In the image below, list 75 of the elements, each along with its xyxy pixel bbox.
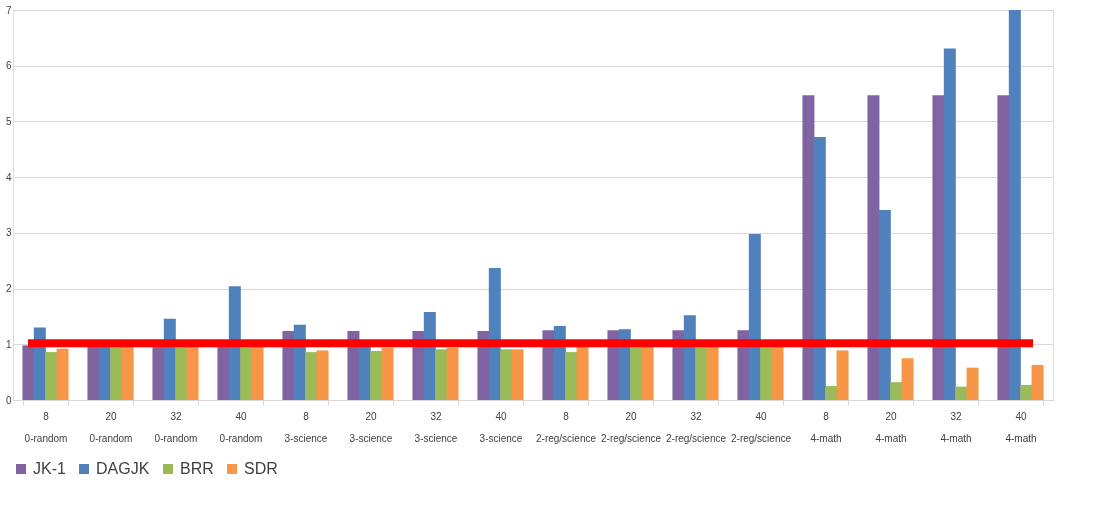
bar [217, 345, 230, 400]
bar [87, 345, 100, 400]
legend-label: BRR [180, 460, 214, 477]
bar [152, 345, 165, 400]
y-tick-label: 1 [5, 338, 12, 350]
bar [381, 347, 394, 400]
bar [56, 348, 69, 400]
bar [630, 345, 643, 400]
x-tick-label: 8 2-reg/science [535, 410, 597, 444]
y-tick-label: 5 [5, 115, 12, 127]
y-tick-label: 7 [5, 4, 12, 16]
bar [771, 345, 784, 400]
bar [901, 358, 914, 400]
bar [706, 345, 719, 400]
x-tick-label: 32 3-science [414, 410, 458, 444]
bar [1008, 10, 1021, 400]
bar [316, 350, 329, 400]
bar [121, 345, 134, 400]
bar [500, 349, 513, 400]
bar [488, 267, 501, 400]
x-tick-label: 20 0-random [89, 410, 133, 444]
bar [748, 233, 761, 400]
bar [576, 345, 589, 400]
bar [251, 345, 264, 400]
bar [511, 349, 524, 400]
x-tick-label: 20 4-math [875, 410, 907, 444]
y-tick-label: 3 [5, 227, 12, 239]
bar [446, 347, 459, 400]
y-tick-label: 0 [5, 394, 12, 406]
legend-label: DAGJK [96, 460, 150, 477]
bar [813, 137, 826, 400]
x-tick-label: 8 0-random [24, 410, 68, 444]
y-tick-label: 6 [5, 60, 12, 72]
x-tick-label: 40 0-random [219, 410, 263, 444]
bar [997, 95, 1010, 400]
bar [110, 345, 123, 400]
bar [358, 345, 371, 400]
x-tick-label: 8 3-science [284, 410, 328, 444]
bar [565, 352, 578, 400]
bar [867, 95, 880, 400]
x-tick-label: 32 0-random [154, 410, 198, 444]
bar [878, 210, 891, 400]
bar [760, 345, 773, 400]
bar [641, 345, 654, 400]
bar [825, 386, 838, 400]
bar [435, 349, 448, 400]
bar [802, 95, 815, 400]
x-tick-label: 20 3-science [349, 410, 393, 444]
y-tick-label: 2 [5, 283, 12, 295]
x-tick-label: 40 3-science [479, 410, 523, 444]
bar [836, 350, 849, 400]
bar [1031, 364, 1044, 400]
bar [966, 367, 979, 400]
x-tick-label: 32 4-math [940, 410, 972, 444]
x-tick-label: 8 4-math [810, 410, 842, 444]
bar [932, 95, 945, 400]
bar [955, 386, 968, 400]
bar [305, 352, 318, 400]
bar [175, 345, 188, 400]
bar [45, 352, 58, 400]
bar [186, 345, 199, 400]
bar [22, 345, 35, 400]
x-tick-label: 40 4-math [1005, 410, 1037, 444]
legend-label: SDR [244, 460, 278, 477]
bar [1020, 384, 1033, 400]
bar [370, 350, 383, 400]
legend-label: JK-1 [33, 460, 66, 477]
x-tick-label: 40 2-reg/science [730, 410, 792, 444]
bar [695, 345, 708, 400]
x-tick-label: 32 2-reg/science [665, 410, 727, 444]
bar [943, 48, 956, 400]
bar [890, 382, 903, 400]
x-tick-label: 20 2-reg/science [600, 410, 662, 444]
bar [240, 345, 253, 400]
y-tick-label: 4 [5, 171, 12, 183]
